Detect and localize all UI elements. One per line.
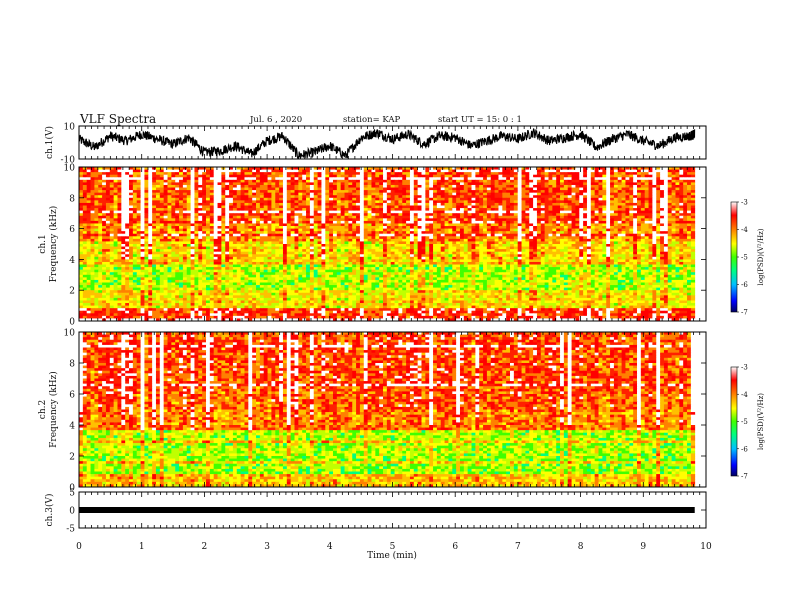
sp1-ytick-4: 8: [69, 194, 75, 204]
cbar1-gradient: [730, 201, 738, 313]
sp2-ylabel-freq: Frequency (kHz): [48, 371, 59, 448]
sp2-ytick-5: 10: [64, 329, 76, 339]
ch3-ytick-0: 5: [69, 489, 75, 499]
ch1-spectrogram-panel: 0 2 4 6 8 10 ch.1 Frequency (kHz): [38, 164, 707, 328]
sp2-ytick-2: 4: [69, 422, 75, 432]
ch3-ytick-2: -5: [66, 525, 75, 535]
cbar2-tick-0: -3: [741, 364, 748, 372]
sp2-ytick-0: 0: [69, 484, 75, 494]
ch2-spectrogram-panel: 0 2 4 6 8 10 ch.2 Frequency (kHz): [38, 329, 707, 494]
start-ut-label: start UT = 15: 0 : 1: [438, 115, 522, 125]
xtick-1: 1: [139, 542, 145, 552]
xtick-5: 5: [390, 542, 396, 552]
ch1-colorbar: -3 -4 -5 -6 -7 log(PSD)(V²/Hz): [730, 199, 765, 317]
sp1-ytick-1: 2: [69, 287, 75, 297]
ch2-colorbar: -3 -4 -5 -6 -7 log(PSD)(V²/Hz): [730, 364, 765, 481]
cbar1-tick-4: -7: [741, 309, 748, 317]
xtick-7: 7: [515, 542, 521, 552]
xtick-3: 3: [264, 542, 270, 552]
cbar1-tick-3: -6: [741, 281, 748, 289]
ch3-ytick-1: 0: [69, 507, 75, 517]
sp1-ytick-0: 0: [69, 318, 75, 328]
ch3-trace: [79, 507, 695, 513]
xtick-2: 2: [202, 542, 208, 552]
cbar2-tick-3: -6: [741, 445, 748, 453]
cbar1-tick-2: -5: [741, 254, 748, 262]
ch1-waveform-panel: 10 -10 ch.1(V): [44, 123, 707, 166]
sp1-cells: [79, 167, 696, 321]
xtick-8: 8: [578, 542, 584, 552]
xtick-10: 10: [700, 542, 712, 552]
cbar1-tick-0: -3: [741, 199, 748, 207]
station-label: station= KAP: [343, 115, 400, 125]
cbar1-tick-1: -4: [741, 226, 748, 234]
sp2-ytick-3: 6: [69, 391, 75, 401]
cbar2-tick-2: -5: [741, 418, 748, 426]
sp2-ytick-1: 2: [69, 453, 75, 463]
xtick-4: 4: [327, 542, 333, 552]
sp1-ylabel-channel: ch.1: [38, 234, 48, 253]
sp1-ylabel-freq: Frequency (kHz): [48, 206, 59, 283]
cbar2-tick-1: -4: [741, 391, 748, 399]
ch1-ytick-0: 10: [64, 123, 76, 133]
sp2-ytick-4: 8: [69, 360, 75, 370]
sp2-cells: [79, 332, 696, 487]
figure-title: VLF Spectra: [80, 112, 156, 126]
cbar2-tick-4: -7: [741, 473, 748, 481]
ch1-trace: [79, 128, 696, 159]
ch1-ytick-1: -10: [61, 156, 76, 166]
sp2-ylabel-channel: ch.2: [38, 400, 48, 419]
ch1-ylabel: ch.1(V): [44, 126, 55, 159]
date-label: Jul. 6 , 2020: [250, 115, 302, 125]
cbar2-gradient: [730, 366, 738, 477]
ch3-ylabel: ch.3(V): [44, 494, 55, 527]
xtick-6: 6: [452, 542, 458, 552]
xtick-0: 0: [76, 542, 82, 552]
cbar2-label: log(PSD)(V²/Hz): [757, 393, 765, 450]
cbar1-label: log(PSD)(V²/Hz): [757, 228, 765, 285]
xtick-9: 9: [640, 542, 646, 552]
sp1-ytick-2: 4: [69, 256, 75, 266]
x-axis-label: Time (min): [367, 550, 417, 561]
sp1-ytick-5: 10: [64, 164, 76, 174]
sp1-ytick-3: 6: [69, 225, 75, 235]
